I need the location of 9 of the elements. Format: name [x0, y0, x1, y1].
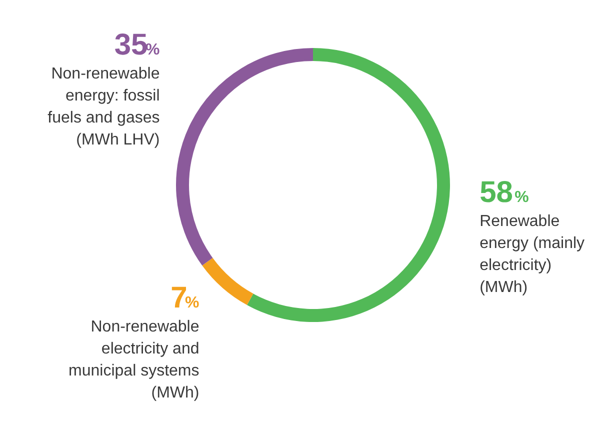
slice-label: Renewable energy (mainly electricity) (MWh) — [480, 213, 585, 296]
slice-label: Non-renewable energy: fossil fuels and gases (MWh LHV) — [48, 66, 160, 149]
donut-slice — [202, 258, 254, 306]
donut-slice — [247, 48, 450, 322]
data-label: 7% — [170, 282, 200, 315]
donut-slice — [176, 48, 313, 266]
data-label: 35% — [114, 28, 160, 62]
slice-label: Non-renewable electricity and municipal systems (MWh) — [68, 318, 200, 402]
data-label: 58% — [480, 176, 529, 210]
